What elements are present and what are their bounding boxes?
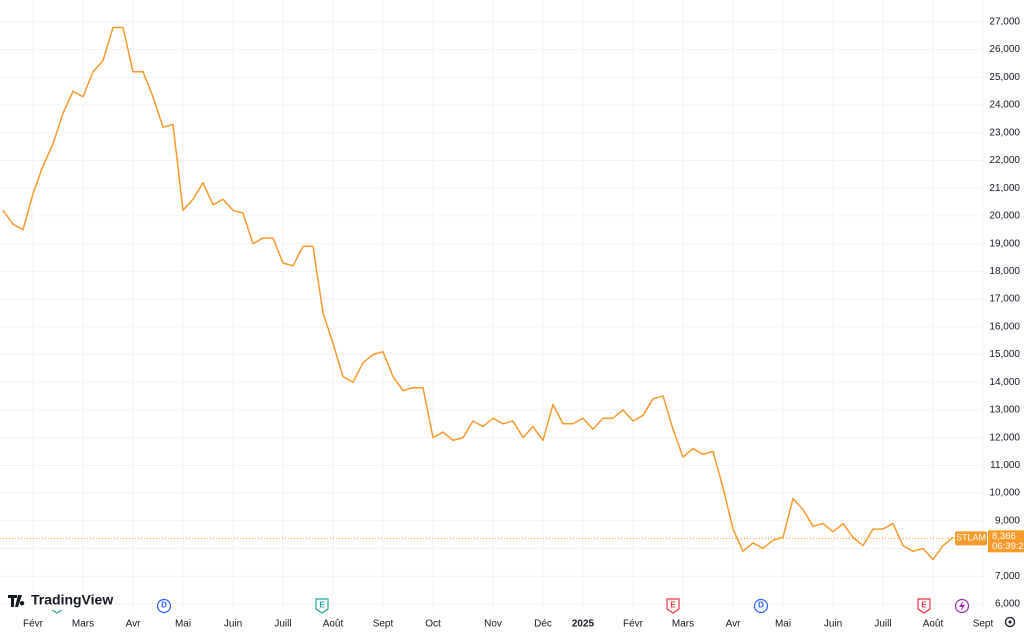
event-label: D	[758, 601, 764, 610]
symbol-tag	[955, 531, 987, 546]
y-tick-label: 20,000	[989, 211, 1020, 222]
y-tick-label: 24,000	[989, 100, 1020, 111]
y-tick-label: 11,000	[990, 460, 1020, 471]
event-label: D	[161, 601, 167, 610]
settings-icon[interactable]	[1004, 616, 1016, 628]
event-label: E	[921, 601, 927, 610]
x-tick-label: Mars	[672, 619, 694, 630]
lightning-icon	[959, 601, 965, 611]
countdown-label: 06:39:2	[992, 541, 1024, 552]
x-tick-label: Mai	[175, 619, 191, 630]
event-marker	[753, 598, 769, 614]
y-tick-label: 27,000	[989, 17, 1020, 28]
x-tick-label: Juin	[224, 619, 242, 630]
grid	[0, 0, 984, 610]
x-tick-label: Mai	[775, 619, 791, 630]
logo-bg	[6, 592, 114, 610]
event-marker	[315, 598, 329, 614]
y-tick-label: 18,000	[989, 266, 1020, 277]
event-marker	[156, 598, 172, 614]
y-tick-label: 15,000	[989, 349, 1020, 360]
y-tick-label: 6,000	[995, 599, 1020, 610]
price-tag	[988, 530, 1024, 553]
y-tick-label: 25,000	[989, 72, 1020, 83]
y-tick-label: 17,000	[989, 294, 1020, 305]
y-tick-label: 10,000	[989, 488, 1020, 499]
y-tick-label: 26,000	[989, 44, 1020, 55]
x-tick-label: 2025	[572, 619, 595, 630]
price-line	[2, 26, 954, 561]
y-tick-label: 23,000	[989, 127, 1020, 138]
y-tick-label: 21,000	[989, 183, 1020, 194]
event-marker	[917, 598, 931, 614]
x-tick-label: Juill	[274, 619, 291, 630]
y-tick-label: 22,000	[989, 155, 1020, 166]
logo: TradingView	[6, 592, 114, 610]
x-tick-label: Août	[923, 619, 944, 630]
y-tick-label: 7,000	[995, 571, 1020, 582]
settings-button[interactable]	[1004, 616, 1016, 628]
x-tick-label: Avr	[726, 619, 741, 630]
event-label: E	[319, 601, 325, 610]
event-marker	[666, 598, 680, 614]
y-tick-label: 13,000	[989, 405, 1020, 416]
x-tick-label: Juin	[824, 619, 842, 630]
axes: 6,0007,0008,0009,00010,00011,00012,00013…	[23, 17, 1024, 630]
last-price-label: 8,366	[992, 531, 1016, 542]
symbol-label: STLAM	[956, 533, 986, 543]
y-tick-label: 9,000	[995, 515, 1020, 526]
logo-text: TradingView	[31, 592, 113, 608]
y-tick-label: 16,000	[989, 321, 1020, 332]
x-tick-label: Sept	[373, 619, 394, 630]
lightning-event	[954, 598, 970, 614]
y-tick-label: 12,000	[989, 432, 1020, 443]
x-tick-label: Févr	[23, 619, 44, 630]
event-label: E	[670, 601, 676, 610]
y-tick-label: 19,000	[989, 238, 1020, 249]
x-tick-label: Févr	[623, 619, 644, 630]
logo-icon	[8, 595, 25, 607]
x-tick-label: Nov	[484, 619, 502, 630]
y-tick-label: 14,000	[989, 377, 1020, 388]
x-tick-label: Oct	[425, 619, 441, 630]
plot	[0, 26, 955, 561]
x-tick-label: Août	[323, 619, 344, 630]
x-tick-label: Mars	[72, 619, 94, 630]
x-tick-label: Juill	[874, 619, 891, 630]
x-tick-label: Déc	[534, 619, 552, 630]
x-tick-label: Sept	[973, 619, 994, 630]
settings-dot	[1008, 620, 1012, 624]
x-tick-label: Avr	[126, 619, 141, 630]
